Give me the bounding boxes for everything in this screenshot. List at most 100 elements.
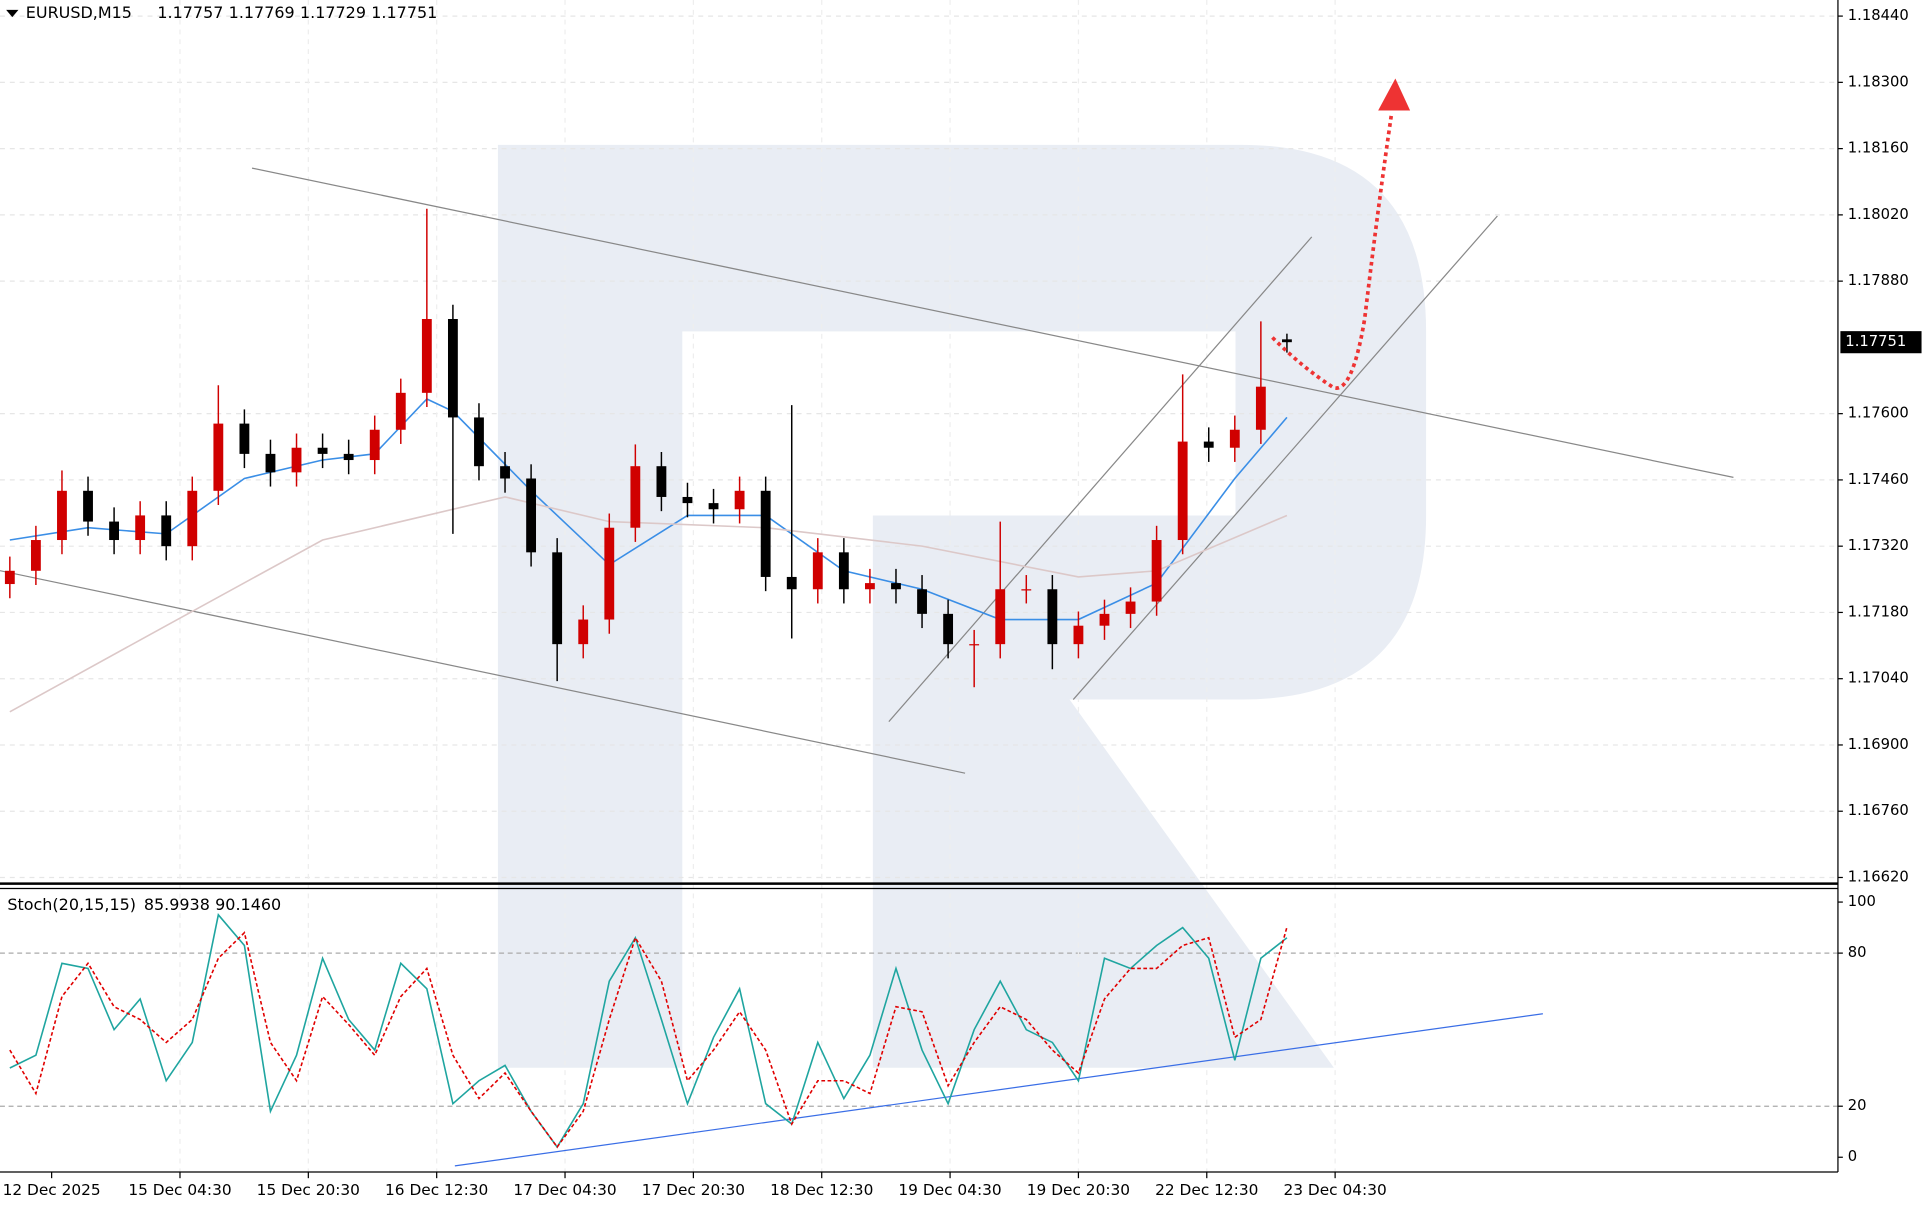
candle-body (239, 423, 250, 454)
candle-body (604, 527, 615, 620)
candle-body (421, 318, 432, 393)
y-tick-label: 1.18160 (1848, 140, 1909, 157)
candle-body (1203, 441, 1214, 448)
candle-body (343, 453, 354, 461)
stoch-k-value: 85.9938 (144, 895, 210, 914)
x-tick-label: 16 Dec 12:30 (385, 1181, 488, 1199)
candle-body (891, 583, 901, 590)
candle-body (526, 478, 537, 553)
candle-body (1229, 429, 1240, 448)
candle-body (109, 521, 120, 541)
last-close: 1.17751 (371, 3, 437, 22)
candle-body (1151, 540, 1162, 602)
candle-body (30, 540, 41, 571)
y-tick-label: 1.17040 (1848, 670, 1909, 687)
x-tick-label: 17 Dec 04:30 (513, 1181, 616, 1199)
trend-lines (0, 167, 1734, 1167)
candle-body (1047, 589, 1058, 645)
y-tick-label: 1.17880 (1848, 272, 1909, 289)
candle-body (83, 490, 93, 522)
symbol-menu-icon (6, 9, 19, 18)
y-tick-label: 1.18300 (1848, 73, 1909, 90)
y-tick-label: 100 (1848, 893, 1876, 910)
candle-body (395, 392, 406, 430)
candle-body (500, 466, 510, 479)
watermark-r (497, 144, 1427, 1068)
y-tick-label: 0 (1848, 1148, 1857, 1165)
stoch-d-value: 90.1460 (215, 895, 281, 914)
candle-body (682, 496, 693, 504)
candle-body (4, 570, 15, 585)
candle-body (161, 515, 172, 547)
y-tick-label: 1.16760 (1848, 802, 1909, 819)
candle-body (838, 552, 849, 590)
x-tick-label: 19 Dec 20:30 (1027, 1181, 1130, 1199)
candle-body (578, 619, 589, 645)
candle-body (630, 466, 641, 528)
candle-body (1177, 441, 1188, 541)
x-tick-label: 19 Dec 04:30 (898, 1181, 1001, 1199)
marks (4, 208, 1292, 1149)
x-tick-label: 17 Dec 20:30 (642, 1181, 745, 1199)
x-tick-label: 18 Dec 12:30 (770, 1181, 873, 1199)
forecast-arrow (1271, 112, 1394, 390)
stoch-title: Stoch(20,15,15) (7, 895, 136, 914)
y-tick-label: 1.18020 (1848, 206, 1909, 223)
candle-body (1073, 625, 1084, 645)
candle-body (865, 583, 875, 590)
x-tick-label: 22 Dec 12:30 (1155, 1181, 1258, 1199)
last-high: 1.17769 (229, 3, 295, 22)
candle-body (1099, 613, 1110, 626)
candle-body (760, 490, 771, 577)
candle-body (1255, 386, 1266, 430)
last-open: 1.17757 (157, 3, 223, 22)
candle-body (57, 490, 67, 541)
x-tick-label: 15 Dec 20:30 (257, 1181, 360, 1199)
current-price-box (1840, 331, 1922, 354)
trend-line (251, 167, 1734, 479)
candle-body (317, 447, 328, 454)
current-price-label: 1.17751 (1845, 333, 1906, 350)
grid (0, 0, 1838, 1173)
candle-body (552, 552, 563, 645)
candle-body (943, 613, 954, 645)
candle-body (135, 515, 146, 541)
trend-line (1072, 215, 1498, 700)
candle-body (291, 447, 302, 473)
candle-body (265, 453, 276, 473)
y-tick-label: 20 (1848, 1097, 1867, 1114)
candle-body (917, 589, 927, 614)
candle-body (187, 490, 198, 547)
candle-body (1282, 339, 1292, 343)
candle-body (969, 644, 980, 646)
x-tick-label: 12 Dec 2025 (3, 1181, 101, 1199)
y-tick-label: 1.17460 (1848, 471, 1909, 488)
y-tick-label: 1.17180 (1848, 603, 1909, 620)
candle-body (1021, 589, 1032, 591)
trend-line (0, 570, 966, 774)
x-tick-label: 15 Dec 04:30 (128, 1181, 231, 1199)
candle-body (656, 466, 667, 497)
candle-body (995, 589, 1006, 645)
x-tick-label: 23 Dec 04:30 (1283, 1181, 1386, 1199)
candle-body (369, 429, 380, 461)
y-tick-label: 1.17320 (1848, 537, 1909, 554)
symbol-title: EURUSD,M15 (26, 3, 132, 22)
y-tick-label: 1.16900 (1848, 736, 1909, 753)
indicator-line (9, 913, 1288, 1149)
trend-line (888, 236, 1313, 723)
candle-body (786, 576, 797, 590)
candle-body (1125, 601, 1136, 614)
candle-body (812, 552, 823, 590)
candle-body (474, 417, 484, 467)
candle-body (708, 503, 719, 510)
y-tick-label: 1.17600 (1848, 405, 1909, 422)
last-low: 1.17729 (300, 3, 366, 22)
candle-body (734, 490, 745, 510)
y-tick-label: 80 (1848, 944, 1867, 961)
y-tick-label: 1.16620 (1848, 868, 1909, 885)
candle-body (447, 318, 458, 418)
candle-body (213, 423, 224, 491)
